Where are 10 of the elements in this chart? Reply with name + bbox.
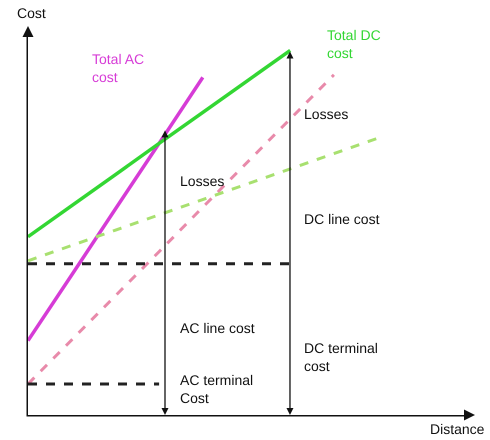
annotation: AC line cost: [180, 320, 255, 336]
annotation: Losses: [180, 173, 224, 189]
x-axis-title: Distance: [430, 421, 485, 437]
annotation: DC line cost: [304, 211, 380, 227]
text: Total AC cost: [92, 51, 144, 86]
text: Total DC cost: [327, 27, 381, 62]
annotation: DC terminal cost: [304, 340, 378, 374]
annotation: AC terminal Cost: [180, 372, 254, 406]
y-axis-title: Cost: [17, 5, 46, 21]
annotation: Losses: [304, 106, 348, 122]
